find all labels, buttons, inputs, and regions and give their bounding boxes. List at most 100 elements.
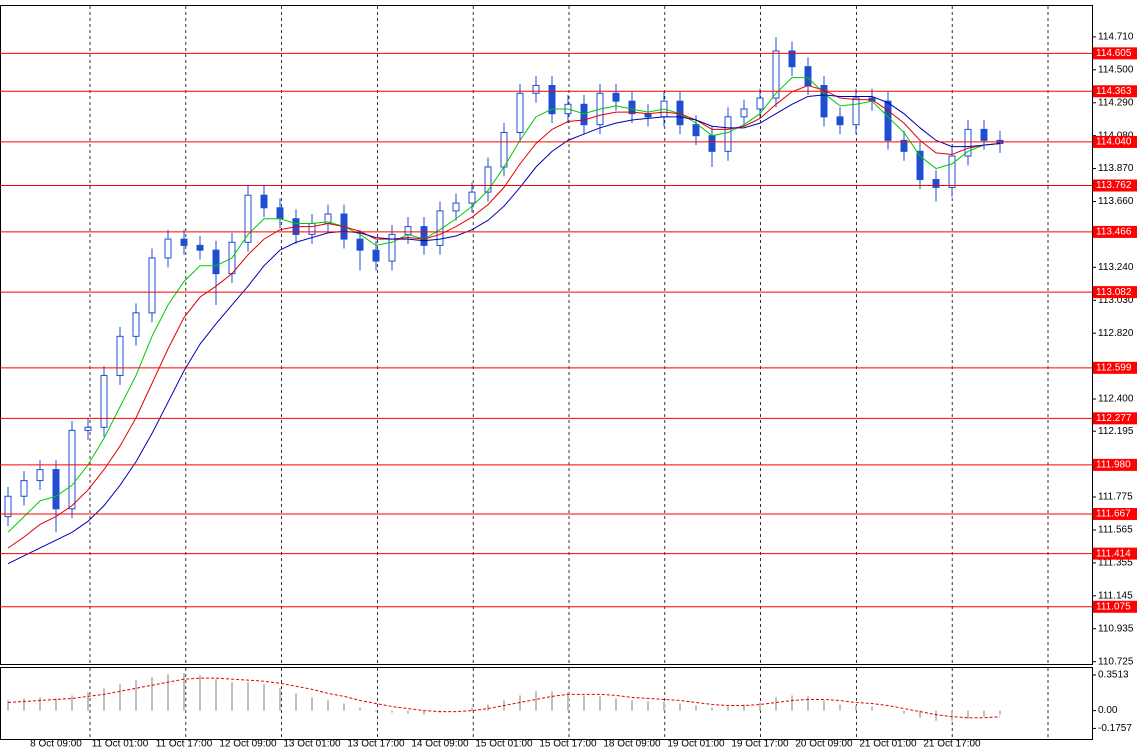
level-label: 112.277 [1096, 413, 1132, 424]
level-tag [1093, 225, 1137, 238]
candle-body [772, 50, 780, 99]
x-tick-label: 21 Oct 17:00 [923, 739, 981, 750]
y-tick-label: 114.080 [1098, 130, 1134, 141]
level-tag [1093, 600, 1137, 613]
candle-body [788, 50, 796, 68]
candle-body [148, 257, 156, 314]
candle-body [820, 84, 828, 118]
y-tick-label: 114.500 [1098, 64, 1134, 75]
candle-body [932, 179, 940, 188]
y-tick-label: 112.195 [1098, 426, 1134, 437]
level-label: 113.466 [1096, 227, 1132, 238]
y-tick-label: 111.565 [1098, 525, 1133, 536]
candle-body [964, 128, 972, 157]
x-tick-label: 19 Oct 17:00 [731, 739, 789, 750]
candle-body [708, 135, 716, 152]
x-tick-label: 11 Oct 01:00 [92, 739, 149, 750]
x-tick-label: 18 Oct 09:00 [603, 739, 661, 750]
candle-body [452, 202, 460, 212]
candle-body [308, 222, 316, 235]
moving-average [7, 77, 1001, 533]
level-tag [1093, 85, 1137, 98]
level-tag [1093, 547, 1137, 560]
y-tick-label: 113.660 [1098, 196, 1134, 207]
x-tick-label: 13 Oct 17:00 [347, 739, 405, 750]
level-tag [1093, 507, 1137, 520]
candle-body [836, 116, 844, 126]
candle-body [100, 375, 108, 428]
x-tick-label: 11 Oct 17:00 [156, 739, 213, 750]
level-label: 111.075 [1096, 601, 1131, 612]
x-tick-label: 21 Oct 01:00 [859, 739, 917, 750]
candle-body [404, 226, 412, 235]
main-pane [0, 5, 1093, 665]
candle-body [36, 469, 44, 482]
x-tick-label: 19 Oct 01:00 [667, 739, 725, 750]
y-tick-label: 113.030 [1098, 295, 1134, 306]
moving-average [7, 84, 1001, 549]
candle-body [276, 207, 284, 220]
candle-body [244, 194, 252, 243]
candle-body [852, 97, 860, 126]
y-tick-label: 113.870 [1098, 163, 1134, 174]
candle-body [164, 238, 172, 259]
candle-body [740, 108, 748, 118]
y-tick-label: 112.400 [1098, 394, 1134, 405]
level-tag [1093, 412, 1137, 425]
candle-body [196, 244, 204, 251]
candle-body [372, 249, 380, 262]
candle-body [756, 97, 764, 110]
level-label: 114.363 [1096, 86, 1132, 97]
candle-body [612, 92, 620, 102]
candle-body [692, 124, 700, 137]
level-label: 112.599 [1096, 362, 1132, 373]
candle-body [356, 238, 364, 251]
x-tick-label: 14 Oct 09:00 [411, 739, 469, 750]
candle-body [20, 480, 28, 497]
candle-body [532, 84, 540, 94]
x-tick-label: 8 Oct 09:00 [30, 739, 82, 750]
y-tick-label: 0.3513 [1098, 670, 1129, 681]
level-label: 111.414 [1096, 548, 1131, 559]
candle-body [468, 191, 476, 204]
candle-body [116, 335, 124, 377]
candle-body [900, 139, 908, 152]
y-tick-label: 0.00 [1098, 705, 1118, 716]
y-tick-label: 111.145 [1098, 590, 1133, 601]
x-tick-label: 15 Oct 01:00 [475, 739, 533, 750]
candle-body [980, 128, 988, 141]
candle-body [516, 92, 524, 134]
candle-body [180, 238, 188, 246]
level-tag [1093, 458, 1137, 471]
y-tick-label: 114.290 [1098, 97, 1134, 108]
x-tick-label: 13 Oct 01:00 [283, 739, 341, 750]
candle-body [628, 100, 636, 115]
level-label: 113.082 [1096, 287, 1132, 298]
candle-body [884, 100, 892, 141]
y-tick-label: 111.355 [1098, 558, 1133, 569]
moving-average [7, 94, 1001, 565]
level-tag [1093, 361, 1137, 374]
candle-body [52, 469, 60, 510]
candle-body [68, 429, 76, 510]
candle-body [132, 312, 140, 337]
candle-body [500, 132, 508, 168]
y-tick-label: 111.775 [1098, 492, 1133, 503]
x-tick-label: 12 Oct 09:00 [219, 739, 277, 750]
candle-body [916, 150, 924, 181]
indicator-pane [0, 667, 1093, 740]
candle-body [212, 249, 220, 275]
level-tag [1093, 135, 1137, 148]
y-tick-label: 113.240 [1098, 262, 1134, 273]
level-tag [1093, 47, 1137, 60]
level-label: 114.040 [1096, 137, 1132, 148]
y-tick-label: 114.710 [1098, 32, 1134, 43]
level-label: 114.605 [1096, 48, 1132, 59]
y-tick-label: -0.1757 [1098, 723, 1132, 734]
level-label: 113.762 [1096, 180, 1132, 191]
candle-body [260, 194, 268, 209]
level-label: 111.980 [1096, 460, 1131, 471]
candle-body [388, 233, 396, 262]
